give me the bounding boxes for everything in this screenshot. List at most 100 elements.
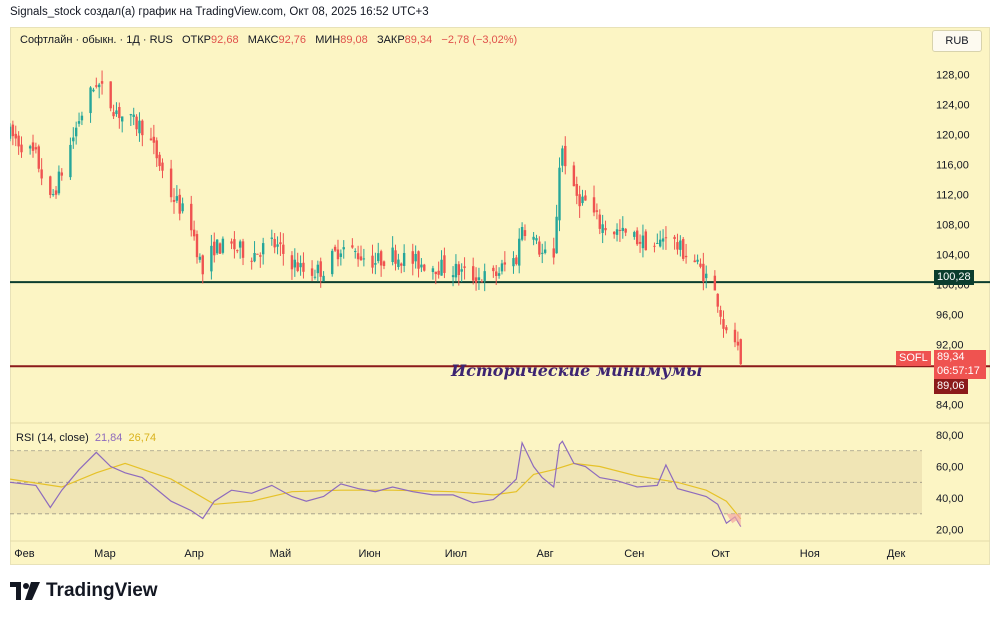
- rsi-tick-label: 40,00: [936, 493, 964, 505]
- candle-body: [719, 310, 722, 317]
- candle-body: [236, 250, 239, 252]
- candle-body: [483, 271, 486, 281]
- candle-body: [138, 120, 141, 134]
- candle-body: [74, 127, 78, 137]
- price-tick-label: 96,00: [936, 309, 964, 321]
- candle-body: [331, 250, 334, 275]
- high-label: МАКС: [247, 34, 279, 46]
- candle-body: [213, 241, 216, 256]
- candle-body: [495, 271, 498, 276]
- candle-body: [253, 252, 256, 262]
- candle-body: [578, 194, 581, 207]
- candle-body: [612, 231, 616, 235]
- candle-body: [684, 255, 688, 258]
- candle-body: [178, 194, 181, 214]
- candle-body: [518, 238, 521, 266]
- candle-body: [575, 184, 578, 196]
- low-value: 89,08: [340, 34, 368, 46]
- candle-body: [31, 142, 35, 151]
- time-tick-label: Сен: [624, 548, 644, 560]
- candle-body: [11, 124, 15, 137]
- candle-body: [641, 235, 645, 249]
- candle-body: [40, 169, 43, 179]
- candle-body: [316, 264, 320, 274]
- historical-lows-annotation: Исторические минимумы: [451, 361, 703, 380]
- candle-body: [118, 107, 121, 119]
- candle-body: [520, 226, 524, 240]
- candle-body: [423, 264, 426, 271]
- price-tick-label: 116,00: [936, 159, 969, 171]
- candle-body: [474, 277, 478, 283]
- candle-body: [152, 136, 156, 143]
- time-tick-label: Дек: [887, 548, 906, 560]
- time-tick-label: Авг: [537, 548, 554, 560]
- support-price-tag: 89,06: [934, 379, 968, 394]
- candle-body: [457, 264, 461, 276]
- candle-body: [181, 203, 184, 212]
- rsi-value: 21,84: [94, 432, 123, 444]
- candle-body: [319, 261, 322, 277]
- candle-body: [362, 258, 366, 260]
- candle-body: [653, 245, 656, 247]
- candle-body: [356, 253, 360, 260]
- candle-body: [233, 239, 236, 250]
- candle-body: [198, 256, 202, 260]
- candle-body: [290, 255, 294, 270]
- symbol-legend: Софтлайн · обыкн. · 1Д · RUS ОТКР92,68 М…: [20, 34, 517, 46]
- candle-body: [10, 126, 12, 139]
- candle-body: [302, 262, 305, 272]
- candle-body: [333, 246, 337, 251]
- candle-body: [336, 249, 340, 260]
- candle-body: [112, 112, 115, 117]
- chart-canvas[interactable]: 84,0088,0092,0096,00100,00104,00108,0011…: [10, 27, 990, 565]
- candle-body: [460, 269, 463, 272]
- candle-body: [635, 230, 639, 245]
- candle-body: [592, 197, 596, 213]
- candle-body: [121, 116, 124, 122]
- candle-body: [155, 140, 158, 159]
- candle-body: [682, 239, 685, 259]
- candle-body: [615, 229, 619, 235]
- tradingview-logo[interactable]: TradingView: [10, 580, 158, 602]
- candle-body: [60, 172, 63, 176]
- candle-body: [541, 252, 544, 254]
- candle-body: [463, 266, 466, 268]
- candle-body: [54, 190, 58, 195]
- candle-body: [169, 168, 173, 198]
- candle-body: [699, 263, 702, 267]
- candle-body: [604, 228, 607, 231]
- candle-body: [115, 110, 118, 115]
- candle-body: [49, 176, 52, 195]
- candle-body: [492, 267, 495, 272]
- candle-body: [451, 275, 455, 278]
- candle-body: [299, 263, 302, 268]
- candle-body: [322, 275, 325, 282]
- candle-body: [676, 242, 679, 250]
- candle-body: [497, 273, 501, 276]
- candle-body: [443, 255, 446, 273]
- candle-body: [342, 247, 345, 250]
- candle-body: [141, 120, 144, 136]
- time-tick-label: Апр: [184, 548, 203, 560]
- candle-body: [601, 224, 604, 233]
- rsi-ma-line: [10, 462, 742, 520]
- low-label: МИН: [315, 34, 341, 46]
- price-tick-label: 112,00: [936, 189, 969, 201]
- candle-body: [259, 255, 262, 257]
- close-label: ЗАКР: [376, 34, 405, 46]
- candle-body: [552, 248, 555, 258]
- candle-body: [572, 165, 576, 187]
- candle-body: [477, 277, 481, 280]
- candle-body: [440, 259, 443, 276]
- currency-selector[interactable]: RUB: [932, 30, 982, 52]
- candle-body: [618, 229, 622, 231]
- candle-body: [57, 171, 61, 194]
- candle-body: [161, 162, 164, 171]
- countdown-tag: 06:57:17: [934, 364, 986, 379]
- candle-body: [238, 241, 242, 248]
- candle-body: [696, 259, 699, 262]
- candle-body: [722, 319, 725, 329]
- rsi-legend: RSI (14, close) 21,84 26,74: [16, 432, 156, 444]
- candle-body: [414, 253, 417, 262]
- candle-body: [664, 237, 668, 239]
